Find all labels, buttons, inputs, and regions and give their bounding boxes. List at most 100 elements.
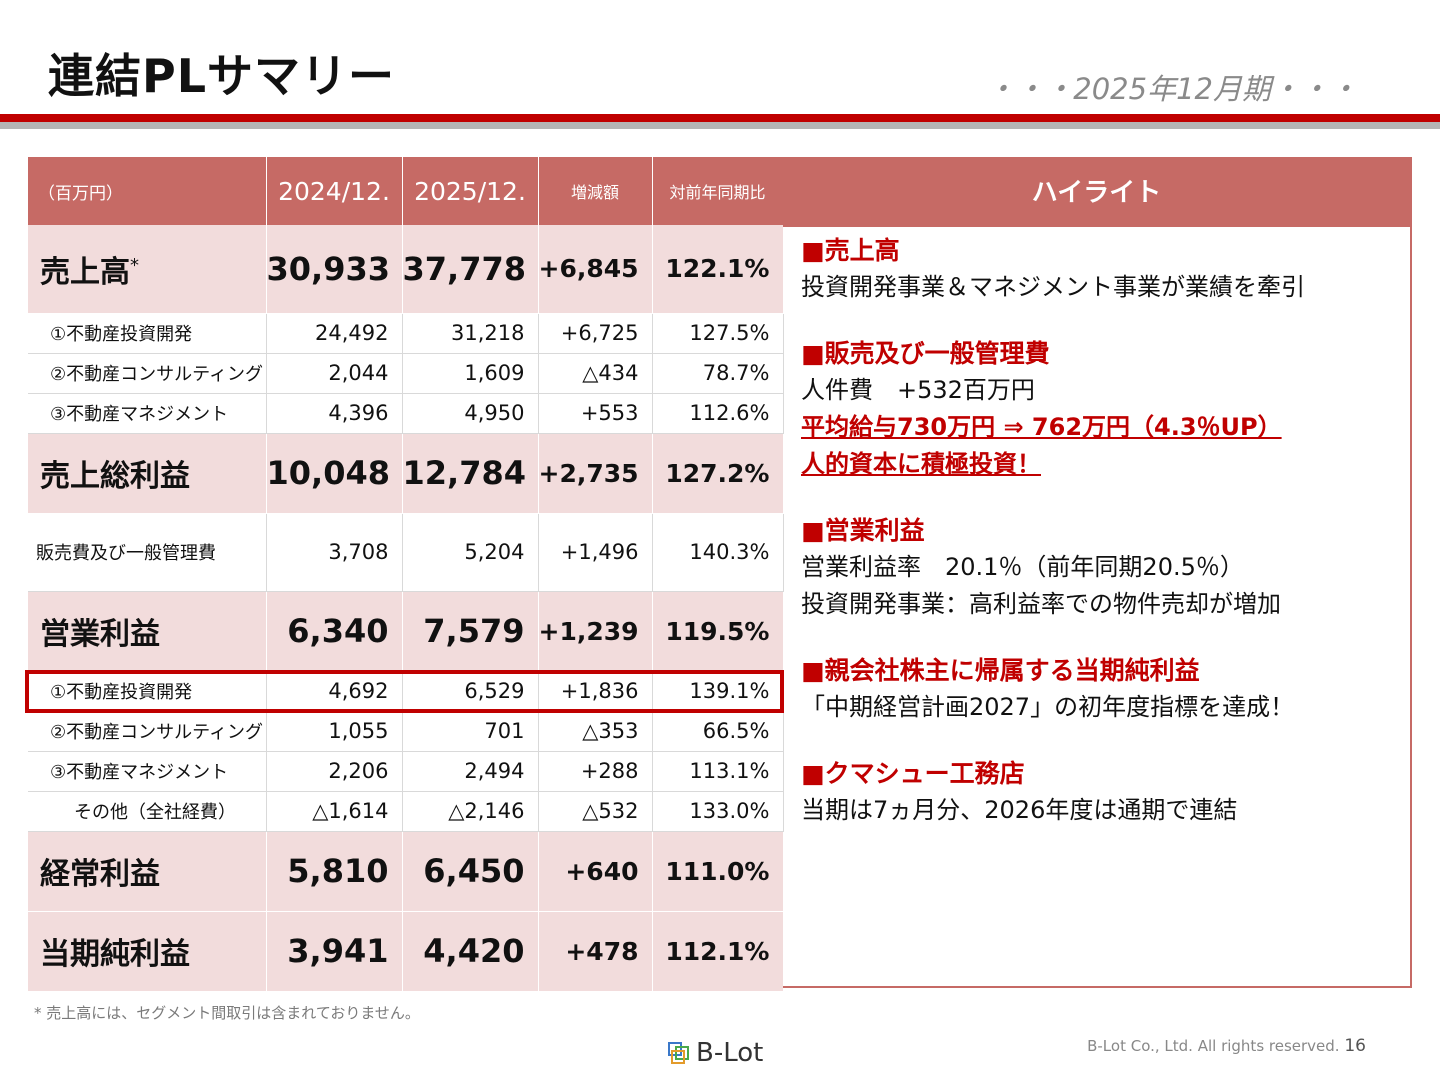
cell-yoy: 111.0% — [652, 831, 784, 912]
section-emphasis: 平均給与730万円 ⇒ 762万円（4.3％UP） — [801, 413, 1282, 441]
cell-change: +6,725 — [538, 313, 653, 354]
header-change: 増減額 — [538, 157, 653, 225]
cell-fy2024: 2,044 — [266, 353, 403, 394]
highlight-net-income: ■親会社株主に帰属する当期純利益 「中期経営計画2027」の初年度指標を達成！ — [801, 653, 1410, 726]
header-unit: （百万円） — [28, 157, 267, 225]
cell-change: +1,836 — [538, 671, 653, 712]
row-highlight-frame — [25, 670, 784, 713]
cell-change: +478 — [538, 911, 653, 992]
highlights-panel: ハイライト ■売上高 投資開発事業＆マネジメント事業が業績を牽引 ■販売及び一般… — [783, 157, 1412, 988]
logo-text: B-Lot — [696, 1038, 764, 1068]
cell-fy2024: 4,692 — [266, 671, 403, 712]
row-label: 当期純利益 — [28, 911, 267, 992]
section-text: 人件費 +532百万円 — [801, 376, 1035, 404]
highlight-operating-income: ■営業利益 営業利益率 20.1％（前年同期20.5％） 投資開発事業：高利益率… — [801, 513, 1410, 623]
cell-fy2024: 2,206 — [266, 751, 403, 792]
title-rule-gray — [0, 122, 1440, 129]
cell-change: +2,735 — [538, 433, 653, 514]
cell-change: +6,845 — [538, 225, 653, 314]
section-text: 投資開発事業：高利益率での物件売却が増加 — [801, 590, 1281, 618]
row-label: ②不動産コンサルティング — [28, 353, 267, 394]
row-op-other-corporate: その他（全社経費） △1,614 △2,146 △532 133.0% — [28, 791, 784, 832]
section-text: 当期は7ヵ月分、2026年度は通期で連結 — [801, 796, 1238, 824]
copyright-text: B-Lot Co., Ltd. All rights reserved. — [1087, 1037, 1340, 1055]
table-header-row: （百万円） 2024/12. 2025/12. 増減額 対前年同期比 — [28, 157, 784, 225]
cell-fy2025: 2,494 — [402, 751, 539, 792]
cell-fy2025: 1,609 — [402, 353, 539, 394]
section-heading: ■クマシュー工務店 — [801, 759, 1025, 788]
company-logo: B-Lot — [666, 1038, 763, 1068]
cell-yoy: 140.3% — [652, 513, 784, 592]
cell-fy2024: 6,340 — [266, 591, 403, 672]
row-op-consulting: ②不動産コンサルティング 1,055 701 △353 66.5% — [28, 711, 784, 752]
cell-yoy: 112.1% — [652, 911, 784, 992]
cell-fy2024: 30,933 — [266, 225, 403, 314]
header-fy2025: 2025/12. — [402, 157, 539, 225]
cell-fy2025: 37,778 — [402, 225, 539, 314]
row-label: その他（全社経費） — [28, 791, 267, 832]
row-sga: 販売費及び一般管理費 3,708 5,204 +1,496 140.3% — [28, 513, 784, 592]
cell-fy2024: 3,941 — [266, 911, 403, 992]
cell-fy2025: 7,579 — [402, 591, 539, 672]
highlight-sga: ■販売及び一般管理費 人件費 +532百万円 平均給与730万円 ⇒ 762万円… — [801, 336, 1410, 483]
row-sales-investment-dev: ①不動産投資開発 24,492 31,218 +6,725 127.5% — [28, 313, 784, 354]
cell-yoy: 119.5% — [652, 591, 784, 672]
cell-change: +640 — [538, 831, 653, 912]
cell-yoy: 113.1% — [652, 751, 784, 792]
section-text: 営業利益率 20.1％（前年同期20.5％） — [801, 553, 1244, 581]
cell-yoy: 127.2% — [652, 433, 784, 514]
section-emphasis: 人的資本に積極投資！ — [801, 450, 1041, 478]
section-heading: ■営業利益 — [801, 516, 925, 545]
row-gross-profit: 売上総利益 10,048 12,784 +2,735 127.2% — [28, 433, 784, 514]
row-label: 売上総利益 — [28, 433, 267, 514]
cell-fy2025: 6,529 — [402, 671, 539, 712]
cell-fy2025: 31,218 — [402, 313, 539, 354]
highlights-title: ハイライト — [783, 159, 1410, 227]
row-net-income: 当期純利益 3,941 4,420 +478 112.1% — [28, 911, 784, 992]
row-label: 経常利益 — [28, 831, 267, 912]
row-ordinary-income: 経常利益 5,810 6,450 +640 111.0% — [28, 831, 784, 912]
cell-fy2024: 24,492 — [266, 313, 403, 354]
cell-change: △353 — [538, 711, 653, 752]
section-heading: ■売上高 — [801, 236, 900, 265]
cell-yoy: 122.1% — [652, 225, 784, 314]
cell-change: +1,496 — [538, 513, 653, 592]
section-heading: ■販売及び一般管理費 — [801, 339, 1050, 368]
page-title: 連結PLサマリー — [48, 49, 396, 103]
row-operating-income: 営業利益 6,340 7,579 +1,239 119.5% — [28, 591, 784, 672]
cell-fy2025: 5,204 — [402, 513, 539, 592]
cell-change: △532 — [538, 791, 653, 832]
row-label: ①不動産投資開発 — [28, 313, 267, 354]
cell-fy2025: △2,146 — [402, 791, 539, 832]
row-op-management: ③不動産マネジメント 2,206 2,494 +288 113.1% — [28, 751, 784, 792]
cell-change: +1,239 — [538, 591, 653, 672]
cell-change: +553 — [538, 393, 653, 434]
cell-fy2025: 4,950 — [402, 393, 539, 434]
cell-fy2025: 4,420 — [402, 911, 539, 992]
cell-yoy: 112.6% — [652, 393, 784, 434]
row-label: 営業利益 — [28, 591, 267, 672]
cell-yoy: 127.5% — [652, 313, 784, 354]
row-label: ③不動産マネジメント — [28, 393, 267, 434]
row-label: ①不動産投資開発 — [28, 671, 267, 712]
footnote: * 売上高には、セグメント間取引は含まれておりません。 — [34, 1004, 420, 1022]
row-label: ②不動産コンサルティング — [28, 711, 267, 752]
row-label: 売上高* — [28, 225, 267, 314]
pl-summary-table: （百万円） 2024/12. 2025/12. 増減額 対前年同期比 売上高* … — [28, 157, 784, 992]
cell-fy2024: 3,708 — [266, 513, 403, 592]
cell-fy2024: 10,048 — [266, 433, 403, 514]
header-yoy: 対前年同期比 — [652, 157, 784, 225]
cell-fy2025: 701 — [402, 711, 539, 752]
cell-change: △434 — [538, 353, 653, 394]
header-fy2024: 2024/12. — [266, 157, 403, 225]
row-sales-consulting: ②不動産コンサルティング 2,044 1,609 △434 78.7% — [28, 353, 784, 394]
highlight-net-sales: ■売上高 投資開発事業＆マネジメント事業が業績を牽引 — [801, 233, 1410, 306]
section-text: 投資開発事業＆マネジメント事業が業績を牽引 — [801, 273, 1305, 301]
section-heading: ■親会社株主に帰属する当期純利益 — [801, 656, 1200, 685]
highlight-kumashu: ■クマシュー工務店 当期は7ヵ月分、2026年度は通期で連結 — [801, 756, 1410, 829]
row-op-investment-dev: ①不動産投資開発 4,692 6,529 +1,836 139.1% — [28, 671, 784, 712]
cell-yoy: 78.7% — [652, 353, 784, 394]
cell-change: +288 — [538, 751, 653, 792]
cell-fy2024: △1,614 — [266, 791, 403, 832]
cell-yoy: 133.0% — [652, 791, 784, 832]
